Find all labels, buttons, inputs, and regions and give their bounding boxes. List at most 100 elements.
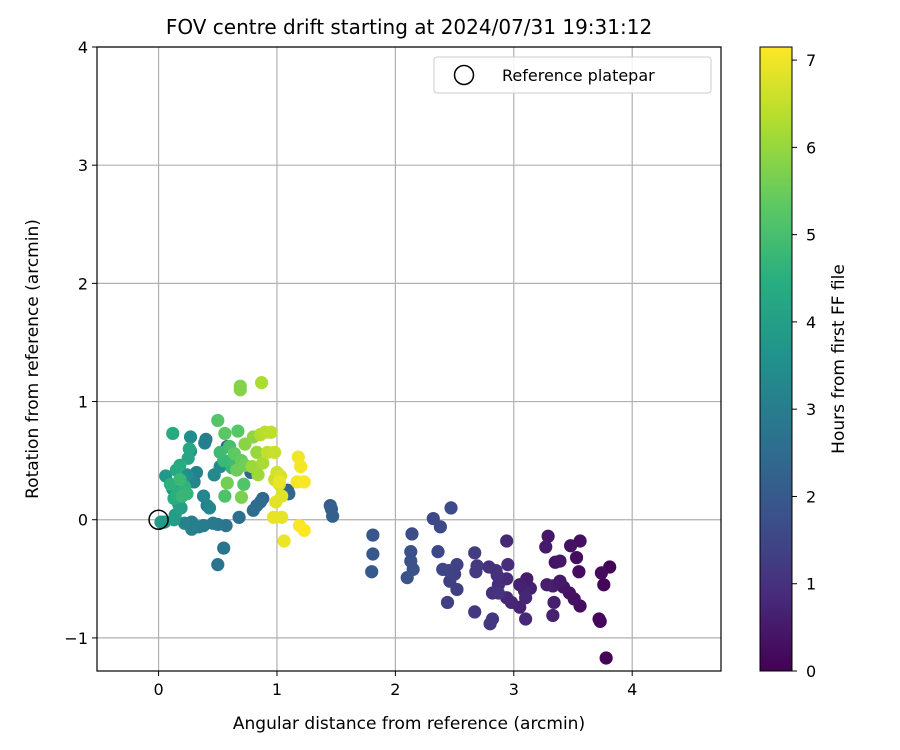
scatter-point	[268, 445, 282, 459]
scatter-point	[250, 445, 264, 459]
scatter-point	[440, 595, 455, 610]
colorbar-label: Hours from first FF file	[829, 264, 849, 454]
scatter-point	[519, 591, 533, 605]
scatter-point	[444, 501, 458, 515]
scatter-point	[546, 608, 560, 623]
colorbar-tick-label: 5	[806, 226, 816, 245]
scatter-point	[426, 511, 440, 526]
colorbar: 0 1 2 3 4 5 6 7 Hours from first FF file	[759, 46, 849, 681]
scatter-point	[366, 547, 380, 561]
scatter-point	[202, 501, 217, 515]
scatter-point	[178, 516, 192, 530]
scatter-point	[491, 586, 505, 600]
scatter-point	[599, 651, 613, 665]
scatter-point	[483, 617, 497, 631]
scatter-point	[217, 541, 231, 555]
scatter-point	[232, 510, 246, 524]
scatter-point	[198, 436, 212, 450]
scatter-point	[264, 425, 278, 439]
plot-frame	[96, 46, 722, 672]
scatter-point	[297, 475, 311, 489]
legend-marker-icon	[453, 64, 475, 86]
x-tick-label: 0	[153, 680, 163, 699]
scatter-point	[174, 501, 188, 515]
colorbar-tick-label: 1	[806, 575, 816, 594]
scatter-point	[154, 515, 168, 529]
colorbar-tick-label: 6	[806, 138, 816, 157]
scatter-point	[501, 558, 515, 572]
scatter-point	[266, 510, 281, 524]
colorbar-tick-label: 4	[806, 313, 816, 332]
scatter-point	[366, 528, 380, 542]
scatter-point	[237, 477, 251, 491]
x-tick-label: 1	[272, 680, 282, 699]
scatter-point	[597, 578, 611, 592]
scatter-point	[539, 540, 553, 554]
colorbar-tick-label: 2	[806, 487, 816, 506]
scatter-point	[175, 489, 189, 503]
scatter-point	[594, 566, 609, 580]
scatter-point	[218, 489, 232, 503]
y-tick-label: 1	[78, 393, 88, 412]
scatter-point	[277, 534, 291, 548]
scatter-point	[569, 550, 584, 565]
scatter-point	[470, 559, 484, 573]
scatter-point	[519, 612, 533, 626]
scatter-point	[246, 503, 260, 517]
scatter-point	[294, 459, 308, 474]
scatter-point	[211, 558, 225, 572]
scatter-point	[553, 574, 567, 588]
scatter-point	[592, 612, 606, 626]
scatter-point	[405, 527, 419, 541]
y-tick-label: −1	[64, 629, 88, 648]
y-axis-label: Rotation from reference (arcmin)	[23, 219, 43, 499]
x-tick-label: 3	[509, 680, 519, 699]
scatter-point	[196, 489, 211, 503]
scatter-point	[213, 445, 227, 459]
y-axis-ticks: −1 0 1 2 3 4	[64, 38, 97, 648]
colorbar-tick-label: 3	[806, 400, 816, 419]
scatter-point	[540, 578, 554, 592]
colorbar-ticks: 0 1 2 3 4 5 6 7	[792, 51, 816, 681]
scatter-point	[272, 475, 286, 489]
scatter-point	[211, 413, 225, 428]
legend: Reference platepar	[433, 56, 712, 94]
scatter-point	[468, 605, 482, 619]
scatter-point	[513, 578, 527, 592]
scatter-point	[431, 545, 445, 559]
scatter-point	[482, 560, 496, 574]
x-tick-label: 2	[390, 680, 400, 699]
scatter-point	[326, 509, 340, 523]
scatter-point	[468, 546, 482, 560]
scatter-point	[233, 383, 247, 397]
scatter-point	[564, 539, 578, 553]
scatter-point	[547, 595, 561, 610]
scatter-point	[572, 565, 586, 579]
colorbar-frame	[759, 46, 793, 672]
scatter-point	[183, 430, 198, 444]
legend-entry-reference: Reference platepar	[502, 66, 655, 85]
legend-box	[433, 56, 712, 94]
scatter-point	[436, 562, 450, 576]
scatter-point	[400, 571, 414, 585]
chart-title: FOV centre drift starting at 2024/07/31 …	[166, 15, 652, 39]
scatter-point	[365, 565, 379, 579]
data-points	[154, 376, 617, 665]
scatter-point	[500, 534, 514, 548]
scatter-point	[404, 545, 418, 559]
scatter-point	[553, 554, 567, 568]
scatter-point	[254, 376, 269, 390]
y-tick-label: 3	[78, 156, 88, 175]
colorbar-tick-label: 0	[806, 662, 816, 681]
x-axis-ticks: 0 1 2 3 4	[153, 671, 637, 699]
y-tick-label: 0	[78, 511, 88, 530]
scatter-point	[218, 426, 232, 441]
scatter-point	[166, 426, 180, 441]
colorbar-tick-label: 7	[806, 51, 816, 70]
colorbar-gradient	[760, 47, 792, 671]
scatter-point	[231, 424, 245, 438]
y-tick-label: 2	[78, 274, 88, 293]
y-tick-label: 4	[78, 38, 88, 57]
scatter-point	[269, 495, 283, 509]
